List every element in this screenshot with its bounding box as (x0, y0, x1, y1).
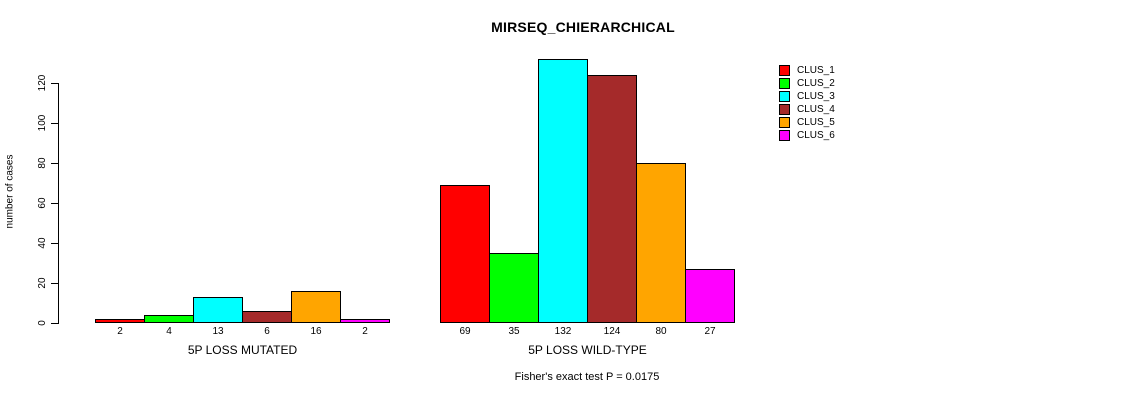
legend-item-clus_4: CLUS_4 (779, 103, 859, 116)
legend-swatch-clus_1 (779, 65, 790, 76)
bar-clus_2 (144, 315, 194, 323)
y-axis-tick-label: 120 (37, 74, 48, 92)
legend-label: CLUS_1 (797, 65, 835, 76)
legend-swatch-clus_2 (779, 78, 790, 89)
y-axis-tick (51, 243, 58, 244)
legend-item-clus_1: CLUS_1 (779, 64, 859, 77)
bar-clus_3 (193, 297, 243, 323)
legend-item-clus_6: CLUS_6 (779, 129, 859, 142)
y-axis-label: number of cases (4, 154, 16, 229)
bar-value-label: 132 (554, 326, 572, 337)
y-axis-tick-label: 40 (37, 237, 48, 249)
bar-clus_1 (440, 185, 490, 323)
fisher-test-annotation: Fisher's exact test P = 0.0175 (514, 371, 660, 383)
bar-value-label: 35 (508, 326, 520, 337)
y-axis-tick-label: 20 (37, 277, 48, 289)
y-axis-tick-label: 0 (37, 320, 48, 326)
legend-swatch-clus_5 (779, 117, 790, 128)
legend-swatch-clus_6 (779, 130, 790, 141)
bar-clus_1 (95, 319, 145, 323)
x-group-label-wild-type: 5P LOSS WILD-TYPE (528, 343, 647, 357)
bar-clus_4 (587, 75, 637, 323)
y-axis-tick-label: 100 (37, 114, 48, 132)
bar-clus_5 (291, 291, 341, 323)
bar-value-label: 16 (310, 326, 322, 337)
y-axis-tick (51, 203, 58, 204)
legend-swatch-clus_4 (779, 104, 790, 115)
bar-clus_5 (636, 163, 686, 323)
bar-clus_2 (489, 253, 539, 323)
legend-item-clus_2: CLUS_2 (779, 77, 859, 90)
y-axis-tick (51, 163, 58, 164)
bar-value-label: 4 (166, 326, 172, 337)
y-axis-tick (51, 323, 58, 324)
legend-item-clus_3: CLUS_3 (779, 90, 859, 103)
y-axis-tick (51, 123, 58, 124)
y-axis-spine (58, 83, 59, 324)
bar-value-label: 124 (603, 326, 621, 337)
x-group-label-mutated: 5P LOSS MUTATED (187, 343, 298, 357)
legend-label: CLUS_4 (797, 104, 835, 115)
bar-clus_6 (685, 269, 735, 323)
bar-value-label: 2 (362, 326, 368, 337)
bar-value-label: 69 (459, 326, 471, 337)
chart-title: MIRSEQ_CHIERARCHICAL (491, 19, 675, 35)
legend-item-clus_5: CLUS_5 (779, 116, 859, 129)
bar-clus_3 (538, 59, 588, 323)
bar-value-label: 6 (264, 326, 270, 337)
bar-clus_6 (340, 319, 390, 323)
y-axis-tick (51, 283, 58, 284)
y-axis-tick-label: 80 (37, 157, 48, 169)
bar-value-label: 2 (117, 326, 123, 337)
bar-value-label: 27 (704, 326, 716, 337)
legend-swatch-clus_3 (779, 91, 790, 102)
legend-label: CLUS_2 (797, 78, 835, 89)
legend-label: CLUS_3 (797, 91, 835, 102)
legend-label: CLUS_6 (797, 130, 835, 141)
y-axis-tick (51, 83, 58, 84)
legend-label: CLUS_5 (797, 117, 835, 128)
bar-clus_4 (242, 311, 292, 323)
bar-value-label: 13 (212, 326, 224, 337)
y-axis-tick-label: 60 (37, 197, 48, 209)
bar-value-label: 80 (655, 326, 667, 337)
